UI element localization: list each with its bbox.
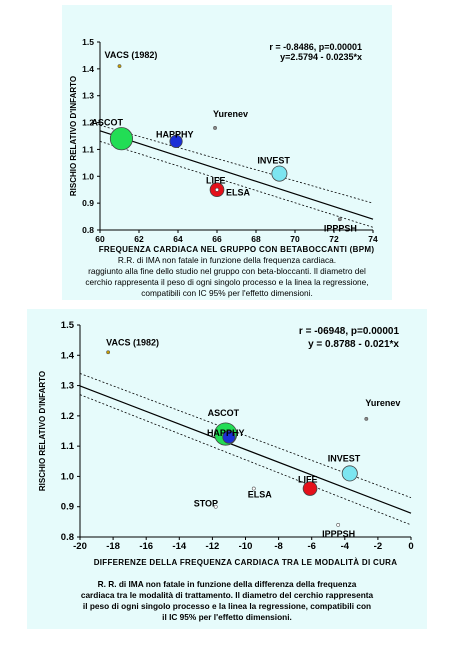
data-point-label: INVEST bbox=[257, 156, 290, 166]
x-tick-label: 60 bbox=[95, 234, 105, 244]
stats-r-value: r = -0.8486, p=0.00001 bbox=[269, 42, 362, 52]
y-tick-label: 0.9 bbox=[61, 502, 74, 513]
caption-line: il IC 95% per l'effetto dimensioni. bbox=[162, 612, 292, 622]
caption-line: il peso di ogni singolo processo e la li… bbox=[82, 601, 372, 611]
caption-line: raggiunto alla fine dello studio nel gru… bbox=[88, 266, 366, 276]
data-point bbox=[109, 127, 134, 151]
data-point bbox=[271, 165, 288, 182]
data-point bbox=[117, 64, 122, 69]
chart-top-caption: R.R. di IMA non fatale in funzione della… bbox=[62, 255, 392, 299]
data-point-label: VACS (1982) bbox=[105, 50, 158, 60]
chart-bottom-svg: -20 -18 -16 -14 -12 -10 -8 -6 -4 -2 00.80.91.01.11… bbox=[38, 320, 414, 567]
y-tick-label: 1.3 bbox=[82, 91, 94, 101]
x-tick-label: -12 bbox=[206, 541, 220, 552]
y-tick-label: 1.1 bbox=[61, 441, 75, 452]
y-axis-label: RISCHIO RELATIVO D'INFARTO bbox=[38, 371, 47, 491]
y-tick-label: 1.3 bbox=[61, 381, 74, 392]
data-point-label: ASCOT bbox=[91, 118, 123, 128]
chart-panel-bottom: -20 -18 -16 -14 -12 -10 -8 -6 -4 -2 0 0.8 0.9 1.0 1.1 1… bbox=[27, 309, 427, 629]
data-point bbox=[336, 522, 341, 527]
x-tick-label: -14 bbox=[172, 541, 186, 552]
x-tick-label: -6 bbox=[307, 541, 315, 552]
data-point bbox=[341, 465, 358, 482]
y-axis-label: RISCHIO RELATIVO D'INFARTO bbox=[69, 76, 78, 196]
y-tick-label: 1.1 bbox=[82, 144, 94, 154]
data-point bbox=[251, 486, 256, 491]
x-tick-label: -18 bbox=[106, 541, 120, 552]
y-tick-label: 1.5 bbox=[82, 37, 94, 47]
ci-upper-line bbox=[79, 373, 412, 499]
x-tick-label: -2 bbox=[374, 541, 382, 552]
x-tick-label: -8 bbox=[274, 541, 282, 552]
data-point bbox=[213, 126, 217, 130]
data-point bbox=[364, 416, 369, 421]
data-point-label: INVEST bbox=[328, 453, 361, 463]
x-tick-label: 62 bbox=[134, 234, 144, 244]
data-point bbox=[213, 504, 218, 509]
y-tick-label: 0.8 bbox=[61, 532, 74, 543]
data-point-label: VACS (1982) bbox=[106, 337, 159, 347]
y-tick-label: 1.4 bbox=[61, 350, 75, 361]
caption-line: cerchio rappresenta il peso di ogni sing… bbox=[85, 277, 369, 287]
data-point-label: LIFE bbox=[298, 475, 318, 485]
x-tick-label: 0 bbox=[408, 541, 413, 552]
caption-line: R.R. di IMA non fatale in funzione della… bbox=[117, 255, 337, 265]
data-point-label: HAPPHY bbox=[207, 428, 245, 438]
regression-line bbox=[79, 385, 412, 514]
ci-upper-line bbox=[99, 124, 374, 204]
data-point bbox=[222, 430, 236, 444]
caption-line: compatibili con IC 95% per l'effetto dim… bbox=[141, 288, 313, 298]
data-point-label: Yurenev bbox=[213, 109, 248, 119]
data-point bbox=[169, 134, 183, 148]
stats-r-value: r = -06948, p=0.00001 bbox=[299, 326, 400, 337]
y-tick-label: 1.2 bbox=[61, 411, 74, 422]
stats-equation: y = 0.8788 - 0.021*x bbox=[308, 339, 399, 350]
data-point-label: LIFE bbox=[206, 176, 226, 186]
x-tick-label: 68 bbox=[251, 234, 261, 244]
y-tick-label: 1.0 bbox=[61, 471, 74, 482]
x-tick-label: 64 bbox=[173, 234, 183, 244]
y-tick-label: 1.0 bbox=[82, 171, 94, 181]
y-tick-label: 1.5 bbox=[61, 320, 75, 331]
x-tick-label: -16 bbox=[139, 541, 153, 552]
data-point bbox=[215, 187, 219, 192]
caption-line: R. R. di IMA non fatale in funzione dell… bbox=[97, 579, 357, 589]
x-tick-label: 70 bbox=[290, 234, 300, 244]
data-point-label: ELSA bbox=[226, 188, 251, 198]
x-tick-label: -4 bbox=[341, 541, 350, 552]
data-point bbox=[106, 350, 111, 355]
data-point-label: STOP bbox=[194, 499, 218, 509]
x-axis-label: DIFFERENZE DELLA FREQUENZA CARDIACA TRA … bbox=[94, 558, 398, 567]
chart-top-svg: 60 62 64 66 68 70 72 74 0.8 0.9 1.0 1.1 1.2 1.3 1.4 1.5… bbox=[69, 37, 378, 254]
x-tick-label: 66 bbox=[212, 234, 222, 244]
data-point-label: IPPPSH bbox=[324, 223, 357, 233]
data-point-label: IPPPSH bbox=[322, 529, 355, 539]
y-tick-label: 1.2 bbox=[82, 118, 94, 128]
ci-lower-line bbox=[99, 140, 374, 228]
data-point bbox=[337, 217, 342, 222]
ci-lower-line bbox=[79, 394, 412, 526]
data-point-label: ELSA bbox=[248, 490, 273, 500]
y-tick-label: 0.8 bbox=[82, 225, 94, 235]
x-tick-label: -10 bbox=[239, 541, 253, 552]
x-axis-label: FREQUENZA CARDIACA NEL GRUPPO CON BETABO… bbox=[99, 245, 375, 254]
y-tick-label: 0.9 bbox=[82, 198, 94, 208]
chart-bottom-caption: R. R. di IMA non fatale in funzione dell… bbox=[27, 579, 427, 623]
data-point bbox=[302, 481, 318, 496]
x-tick-label: 74 bbox=[368, 234, 378, 244]
data-point-label: HAPPHY bbox=[156, 129, 194, 139]
data-point-label: Yurenev bbox=[365, 398, 400, 408]
data-point-label: ASCOT bbox=[208, 408, 240, 418]
regression-line bbox=[99, 130, 374, 220]
y-tick-label: 1.4 bbox=[82, 64, 94, 74]
caption-line: cardiaca tra le modalità di trattamento.… bbox=[80, 590, 374, 600]
x-tick-label: 72 bbox=[329, 234, 339, 244]
chart-panel-top: 60 62 64 66 68 70 72 74 0.8 0.9 1.0 1.1 1.2 1.3 1.4 1.5… bbox=[62, 5, 392, 300]
x-tick-label: -20 bbox=[73, 541, 87, 552]
stats-equation: y=2.5794 - 0.0235*x bbox=[280, 52, 362, 62]
